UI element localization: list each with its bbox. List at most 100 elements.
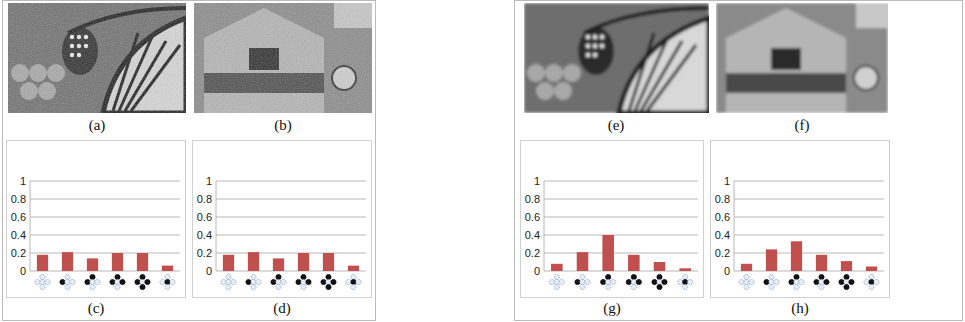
bar [602, 235, 614, 271]
tick-label: 0.2 [197, 247, 212, 259]
grid-line [30, 235, 180, 236]
grid-line [544, 199, 698, 200]
bar [273, 258, 284, 271]
grid-line [216, 235, 366, 236]
image [8, 3, 186, 113]
grid-line [216, 217, 366, 218]
caption: (h) [791, 300, 809, 317]
bar [137, 253, 148, 271]
tick-label: 0 [206, 265, 212, 277]
tick-label: 1 [206, 175, 212, 187]
bars [741, 241, 877, 271]
bar [323, 253, 334, 271]
grid-line [30, 181, 180, 182]
grid-line [734, 235, 884, 236]
bars [551, 235, 691, 271]
tick-label: 0.4 [525, 229, 540, 241]
bar [791, 241, 802, 271]
tick-label: 0.2 [525, 247, 540, 259]
grid-line [544, 181, 698, 182]
grid-line [734, 253, 884, 254]
bar [62, 252, 73, 271]
image [194, 3, 512, 113]
caption: (b) [274, 117, 292, 134]
right-frame [515, 1, 963, 321]
tick-label: 0.8 [715, 193, 730, 205]
bar [551, 264, 563, 271]
tick-label: 0 [534, 265, 540, 277]
left-frame [3, 1, 376, 321]
bar-chart: 0 0.2 0.4 0.6 0.8 1 [711, 141, 890, 298]
grid-line [216, 181, 366, 182]
bar [866, 267, 877, 272]
tick-label: 0.2 [715, 247, 730, 259]
grid-line [734, 199, 884, 200]
grid-line [544, 271, 698, 272]
bar [298, 253, 309, 271]
bar [248, 252, 259, 271]
tick-label: 1 [724, 175, 730, 187]
bar-chart: 0 0.2 0.4 0.6 0.8 1 [193, 141, 372, 298]
figure: (a)(b)(e)(f)00.20.40.60.81(c)00.20.40.60… [0, 0, 965, 322]
tick-label: 1 [534, 175, 540, 187]
grid-line [30, 253, 180, 254]
tick-label: 0.6 [197, 211, 212, 223]
tick-label: 0.8 [525, 193, 540, 205]
caption: (g) [603, 300, 621, 317]
grid-line [216, 271, 366, 272]
caption: (c) [88, 300, 105, 317]
y-axis [216, 181, 217, 271]
bar [87, 258, 98, 271]
grid-line [30, 199, 180, 200]
category-icons [549, 274, 693, 289]
bar-chart: 0 0.2 0.4 0.6 0.8 1 [521, 141, 704, 298]
bar-chart: 00.20.40.60.81 [7, 141, 186, 298]
bar [679, 268, 691, 271]
bar [37, 255, 48, 271]
bar [841, 261, 852, 271]
bars [37, 252, 173, 271]
chart-frame [711, 141, 890, 298]
tick-label: 0 [724, 265, 730, 277]
grid-line [216, 253, 366, 254]
category-icons [35, 274, 175, 289]
tick-label: 0.2 [11, 247, 26, 259]
category-icons [739, 274, 879, 289]
tick-label: 0 [20, 265, 26, 277]
image [716, 3, 965, 113]
y-axis [734, 181, 735, 271]
bar [112, 253, 123, 271]
grid-line [734, 271, 884, 272]
bar [162, 266, 173, 271]
grid-line [216, 199, 366, 200]
caption: (f) [795, 117, 810, 134]
caption: (e) [608, 117, 625, 134]
caption: (d) [273, 300, 291, 317]
bar [348, 266, 359, 271]
tick-label: 0.8 [197, 193, 212, 205]
grid-line [544, 217, 698, 218]
tick-label: 0.6 [715, 211, 730, 223]
grid-line [544, 235, 698, 236]
tick-label: 0.6 [525, 211, 540, 223]
bar [766, 249, 777, 271]
bar [628, 255, 640, 271]
chart-frame [521, 141, 704, 298]
tick-label: 0.6 [11, 211, 26, 223]
bar [654, 262, 666, 271]
grid-line [544, 253, 698, 254]
bars [223, 252, 359, 271]
image [524, 3, 709, 113]
tick-label: 0.8 [11, 193, 26, 205]
y-axis [30, 181, 31, 271]
caption: (a) [89, 117, 106, 134]
tick-label: 0.4 [715, 229, 730, 241]
tick-label: 0.4 [197, 229, 212, 241]
y-axis [544, 181, 545, 271]
chart-frame [7, 141, 186, 298]
category-icons [221, 274, 361, 289]
tick-label: 0.4 [11, 229, 26, 241]
grid-line [30, 217, 180, 218]
bar [741, 264, 752, 271]
grid-line [734, 217, 884, 218]
